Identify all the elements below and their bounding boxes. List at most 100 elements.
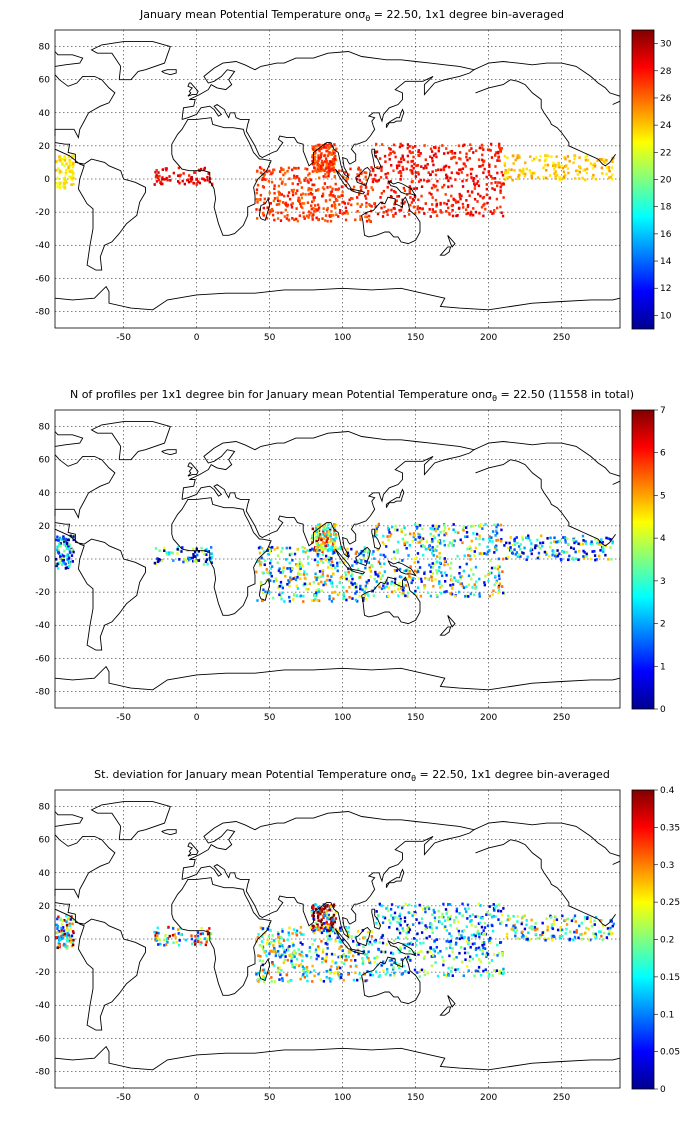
data-cell bbox=[519, 555, 522, 558]
data-cell bbox=[390, 590, 394, 594]
data-cell bbox=[474, 587, 477, 590]
data-cell bbox=[324, 199, 328, 203]
y-tick-label-1: -60 bbox=[35, 1034, 50, 1044]
data-cell bbox=[286, 948, 290, 952]
data-cell bbox=[316, 599, 319, 602]
data-cell bbox=[61, 933, 65, 936]
data-cell bbox=[329, 185, 332, 189]
data-cell bbox=[497, 591, 500, 595]
data-cell bbox=[62, 536, 66, 540]
data-cell bbox=[325, 163, 329, 167]
data-cell bbox=[295, 933, 299, 937]
data-cell bbox=[508, 917, 512, 921]
data-cell bbox=[469, 525, 473, 528]
data-cell bbox=[262, 177, 265, 181]
data-cell bbox=[67, 929, 70, 932]
data-cell bbox=[278, 944, 282, 948]
data-cell bbox=[439, 949, 442, 953]
data-cell bbox=[522, 167, 525, 171]
data-cell bbox=[342, 586, 345, 589]
data-cell bbox=[550, 923, 554, 926]
data-cell bbox=[419, 941, 422, 945]
data-cell bbox=[56, 545, 59, 549]
data-cell bbox=[420, 580, 423, 583]
data-cell bbox=[582, 539, 585, 542]
data-cell bbox=[518, 553, 521, 557]
data-cell bbox=[496, 523, 500, 527]
data-cell bbox=[564, 538, 567, 542]
data-cell bbox=[332, 194, 335, 197]
data-cell bbox=[371, 552, 374, 556]
data-cell bbox=[400, 530, 403, 533]
data-cell bbox=[294, 931, 298, 935]
data-cell bbox=[420, 950, 423, 953]
data-cell bbox=[495, 581, 498, 584]
data-cell bbox=[367, 950, 370, 954]
data-cell bbox=[312, 599, 316, 602]
data-cell bbox=[71, 164, 75, 168]
data-cell bbox=[413, 968, 417, 972]
data-cell bbox=[442, 539, 445, 543]
axes-frame bbox=[54, 789, 621, 1089]
data-cell bbox=[328, 926, 332, 930]
data-cell bbox=[357, 952, 360, 956]
data-cell bbox=[426, 180, 429, 183]
data-cell bbox=[315, 530, 318, 534]
data-cell bbox=[331, 149, 335, 152]
data-cell bbox=[430, 527, 434, 531]
data-cell bbox=[161, 177, 164, 181]
data-cell bbox=[555, 552, 558, 556]
data-cell bbox=[364, 586, 367, 590]
data-cell bbox=[505, 932, 509, 936]
data-cell bbox=[363, 590, 367, 594]
data-cell bbox=[524, 935, 527, 939]
data-cell bbox=[415, 556, 418, 560]
data-cell bbox=[558, 539, 562, 543]
data-cell bbox=[64, 172, 67, 176]
data-cell bbox=[465, 155, 468, 159]
data-cell bbox=[380, 963, 383, 967]
data-cell bbox=[556, 549, 559, 552]
data-cell bbox=[448, 917, 452, 921]
data-cell bbox=[482, 203, 485, 207]
data-cell bbox=[331, 585, 334, 588]
data-cell bbox=[449, 578, 453, 582]
data-cell bbox=[530, 927, 534, 931]
data-cell bbox=[500, 913, 504, 917]
data-cell bbox=[265, 954, 268, 957]
data-cell bbox=[466, 205, 470, 209]
data-cell bbox=[285, 546, 288, 550]
data-cell bbox=[307, 562, 310, 565]
data-cell bbox=[490, 536, 493, 539]
data-cell bbox=[273, 218, 276, 222]
data-cell bbox=[493, 176, 497, 180]
data-cell bbox=[395, 569, 399, 572]
data-cell bbox=[374, 173, 377, 177]
data-cell bbox=[340, 972, 343, 976]
data-cell bbox=[536, 936, 540, 940]
data-cell bbox=[205, 553, 208, 556]
data-cell bbox=[60, 170, 63, 174]
data-cell bbox=[377, 948, 381, 952]
data-cell bbox=[262, 550, 265, 554]
data-cell bbox=[271, 213, 275, 217]
data-cell bbox=[71, 922, 74, 926]
data-cell bbox=[314, 903, 317, 906]
data-cell bbox=[342, 595, 346, 598]
data-cell bbox=[356, 173, 359, 176]
data-cell bbox=[320, 926, 323, 930]
data-cell bbox=[335, 911, 338, 915]
data-cell bbox=[301, 545, 304, 549]
data-cell bbox=[502, 967, 505, 971]
data-cell bbox=[285, 558, 288, 561]
data-cell bbox=[326, 166, 330, 170]
data-cell bbox=[288, 581, 291, 584]
data-cell bbox=[473, 550, 476, 553]
data-cell bbox=[311, 527, 314, 531]
data-cell bbox=[282, 961, 285, 965]
data-cell bbox=[470, 539, 473, 543]
data-cell bbox=[434, 529, 437, 533]
data-cell bbox=[327, 923, 331, 927]
data-cell bbox=[63, 549, 66, 553]
data-cell bbox=[263, 201, 266, 205]
